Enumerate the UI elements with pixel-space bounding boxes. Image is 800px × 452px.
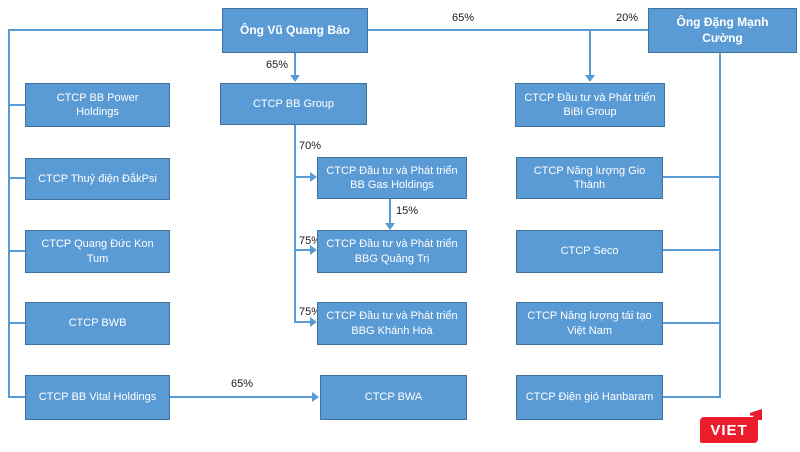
- viet-logo-flag-icon: [750, 409, 762, 420]
- node-label: Ông Vũ Quang Bảo: [240, 22, 350, 37]
- node-seco: CTCP Seco: [516, 230, 663, 273]
- node-bbg-quang-tri: CTCP Đầu tư và Phát triển BBG Quảng Trị: [317, 230, 467, 273]
- percent-bao-bibi: 65%: [452, 12, 475, 24]
- node-bb-vital-holdings: CTCP BB Vital Holdings: [25, 375, 170, 420]
- connector-bao-left: [8, 29, 223, 31]
- node-label: CTCP Seco: [560, 245, 619, 258]
- connector-stub-seco: [663, 249, 721, 251]
- node-quang-duc-kon-tum: CTCP Quang Đức Kon Tum: [25, 230, 170, 273]
- node-label: CTCP Đầu tư và Phát triển BiBi Group: [524, 91, 656, 118]
- connector-stub-bwb: [8, 322, 26, 324]
- node-thuy-dien-dakpsi: CTCP Thuỷ điện ĐắkPsi: [25, 158, 170, 200]
- node-label: CTCP BWB: [68, 317, 127, 330]
- node-label: CTCP Quang Đức Kon Tum: [41, 238, 154, 265]
- node-label: CTCP Đầu tư và Phát triển BB Gas Holding…: [326, 164, 458, 191]
- node-label: CTCP Năng lượng tái tạo Việt Nam: [527, 310, 652, 337]
- connector-bbgroup-trunk: [294, 125, 296, 323]
- viet-logo-text: VIET: [710, 421, 748, 439]
- node-label: CTCP Đầu tư và Phát triển BBG Quảng Trị: [326, 238, 458, 265]
- connector-stub-bb-power: [8, 104, 26, 106]
- percent-gas-quangtri: 15%: [396, 205, 419, 217]
- node-dien-gio-hanbaram: CTCP Điện gió Hanbaram: [516, 375, 663, 420]
- connector-stub-gio-thanh: [663, 176, 721, 178]
- viet-logo: VIET: [700, 417, 758, 443]
- node-vu-quang-bao: Ông Vũ Quang Bảo: [222, 8, 368, 53]
- node-bwa: CTCP BWA: [320, 375, 467, 420]
- connector-stub-quang-tri: [294, 249, 311, 251]
- arrowhead-gas-quangtri: [385, 223, 395, 230]
- connector-stub-gas: [294, 176, 311, 178]
- node-bb-group: CTCP BB Group: [220, 83, 367, 125]
- node-label: CTCP Năng lượng Gio Thành: [533, 164, 646, 191]
- connector-stub-vn-renewable: [663, 322, 721, 324]
- arrowhead-bbgroup: [290, 75, 300, 82]
- node-label: CTCP BB Group: [252, 97, 335, 110]
- percent-vital-bwa: 65%: [231, 378, 254, 390]
- node-label: CTCP Đầu tư và Phát triển BBG Khánh Hoà: [326, 310, 458, 337]
- arrowhead-bwa: [312, 392, 319, 402]
- node-bibi-group: CTCP Đầu tư và Phát triển BiBi Group: [515, 83, 665, 127]
- percent-bbgroup-gas: 70%: [299, 140, 322, 152]
- connector-stub-hanbaram: [663, 396, 721, 398]
- arrowhead-gas: [310, 172, 317, 182]
- arrowhead-bibi: [585, 75, 595, 82]
- arrowhead-quang-tri: [310, 245, 317, 255]
- arrowhead-khanh-hoa: [310, 317, 317, 327]
- connector-stub-bb-vital: [8, 396, 26, 398]
- connector-stub-quang-duc: [8, 250, 26, 252]
- percent-bao-bbgroup: 65%: [266, 59, 289, 71]
- node-label: CTCP BB Power Holdings: [56, 91, 139, 118]
- connector-stub-khanh-hoa: [294, 321, 311, 323]
- connector-stub-dakpsi: [8, 177, 26, 179]
- node-label: Ông Đặng Mạnh Cường: [676, 14, 769, 45]
- percent-cuong-bibi: 20%: [616, 12, 639, 24]
- node-label: CTCP BB Vital Holdings: [38, 391, 157, 404]
- connector-bao-bbgroup: [294, 53, 296, 76]
- connector-bao-cuong: [368, 29, 648, 31]
- node-vn-renewable: CTCP Năng lượng tái tạo Việt Nam: [516, 302, 663, 345]
- node-label: CTCP Điện gió Hanbaram: [525, 391, 654, 404]
- node-bbg-khanh-hoa: CTCP Đầu tư và Phát triển BBG Khánh Hoà: [317, 302, 467, 345]
- node-label: CTCP Thuỷ điện ĐắkPsi: [38, 172, 157, 185]
- connector-left-trunk: [8, 29, 10, 398]
- node-bwb: CTCP BWB: [25, 302, 170, 345]
- percent-bbgroup-khanhhoa: 75%: [299, 306, 322, 318]
- node-gio-thanh: CTCP Năng lượng Gio Thành: [516, 157, 663, 199]
- node-label: CTCP BWA: [364, 391, 423, 404]
- node-bb-power-holdings: CTCP BB Power Holdings: [25, 83, 170, 127]
- connector-drop-bibi: [589, 31, 591, 76]
- node-bb-gas-holdings: CTCP Đầu tư và Phát triển BB Gas Holding…: [317, 157, 467, 199]
- node-dang-manh-cuong: Ông Đặng Mạnh Cường: [648, 8, 797, 53]
- connector-gas-quangtri: [389, 199, 391, 224]
- percent-bbgroup-quangtri: 75%: [299, 235, 322, 247]
- connector-vital-bwa: [170, 396, 313, 398]
- connector-cuong-trunk: [719, 53, 721, 398]
